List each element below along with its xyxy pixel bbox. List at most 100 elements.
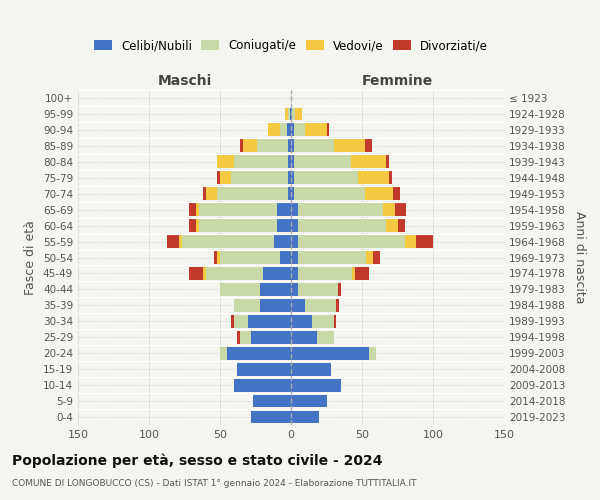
Bar bbox=[288, 108, 290, 120]
Bar bbox=[234, 315, 248, 328]
Bar bbox=[350, 156, 386, 168]
Bar bbox=[395, 204, 406, 216]
Bar bbox=[365, 140, 372, 152]
Bar bbox=[355, 267, 369, 280]
Bar bbox=[240, 140, 243, 152]
Bar bbox=[288, 140, 291, 152]
Text: Femmine: Femmine bbox=[362, 74, 433, 88]
Bar bbox=[298, 251, 366, 264]
Bar bbox=[294, 140, 334, 152]
Bar bbox=[352, 267, 355, 280]
Bar bbox=[317, 331, 334, 344]
Bar bbox=[280, 124, 287, 136]
Bar bbox=[298, 235, 404, 248]
Bar bbox=[298, 267, 352, 280]
Bar bbox=[291, 219, 298, 232]
Bar bbox=[257, 140, 288, 152]
Bar bbox=[288, 188, 291, 200]
Bar bbox=[294, 188, 365, 200]
Bar bbox=[263, 267, 291, 280]
Bar bbox=[291, 299, 305, 312]
Bar bbox=[274, 235, 291, 248]
Bar bbox=[291, 378, 341, 392]
Bar bbox=[291, 140, 294, 152]
Legend: Celibi/Nubili, Coniugati/e, Vedovi/e, Divorziati/e: Celibi/Nubili, Coniugati/e, Vedovi/e, Di… bbox=[90, 36, 492, 56]
Y-axis label: Fasce di età: Fasce di età bbox=[25, 220, 37, 295]
Bar bbox=[291, 267, 298, 280]
Bar bbox=[260, 299, 291, 312]
Bar bbox=[291, 347, 369, 360]
Bar bbox=[291, 172, 294, 184]
Bar bbox=[404, 235, 416, 248]
Bar bbox=[366, 251, 373, 264]
Bar bbox=[290, 108, 291, 120]
Bar bbox=[365, 188, 393, 200]
Text: Popolazione per età, sesso e stato civile - 2024: Popolazione per età, sesso e stato civil… bbox=[12, 454, 383, 468]
Bar bbox=[167, 235, 179, 248]
Bar bbox=[232, 172, 288, 184]
Bar bbox=[288, 172, 291, 184]
Bar bbox=[220, 172, 232, 184]
Bar bbox=[220, 251, 280, 264]
Bar bbox=[189, 204, 196, 216]
Bar bbox=[220, 283, 260, 296]
Bar bbox=[291, 394, 326, 407]
Bar bbox=[291, 124, 294, 136]
Bar bbox=[386, 219, 398, 232]
Bar bbox=[234, 378, 291, 392]
Text: COMUNE DI LONGOBUCCO (CS) - Dati ISTAT 1° gennaio 2024 - Elaborazione TUTTITALIA: COMUNE DI LONGOBUCCO (CS) - Dati ISTAT 1… bbox=[12, 479, 416, 488]
Bar bbox=[291, 410, 319, 424]
Bar bbox=[358, 172, 389, 184]
Bar bbox=[295, 108, 302, 120]
Bar bbox=[199, 204, 277, 216]
Bar bbox=[398, 219, 404, 232]
Bar bbox=[182, 235, 274, 248]
Bar bbox=[217, 156, 234, 168]
Bar bbox=[326, 124, 329, 136]
Bar bbox=[240, 331, 251, 344]
Bar bbox=[373, 251, 380, 264]
Bar bbox=[294, 156, 350, 168]
Bar bbox=[291, 156, 294, 168]
Bar bbox=[214, 251, 217, 264]
Bar bbox=[393, 188, 400, 200]
Bar bbox=[291, 283, 298, 296]
Bar bbox=[383, 204, 395, 216]
Bar bbox=[179, 235, 182, 248]
Bar bbox=[189, 219, 196, 232]
Bar bbox=[251, 410, 291, 424]
Bar bbox=[305, 299, 337, 312]
Bar bbox=[243, 140, 257, 152]
Bar bbox=[227, 347, 291, 360]
Bar bbox=[334, 315, 337, 328]
Bar bbox=[334, 140, 365, 152]
Bar bbox=[220, 347, 227, 360]
Bar bbox=[237, 331, 240, 344]
Bar bbox=[196, 204, 199, 216]
Bar bbox=[217, 251, 220, 264]
Bar bbox=[386, 156, 389, 168]
Bar bbox=[288, 156, 291, 168]
Bar bbox=[291, 188, 294, 200]
Bar bbox=[313, 315, 334, 328]
Bar bbox=[206, 188, 217, 200]
Bar bbox=[291, 251, 298, 264]
Bar bbox=[253, 394, 291, 407]
Bar bbox=[337, 299, 339, 312]
Bar bbox=[217, 188, 288, 200]
Bar bbox=[294, 124, 305, 136]
Bar bbox=[291, 204, 298, 216]
Bar bbox=[416, 235, 433, 248]
Bar bbox=[389, 172, 392, 184]
Bar bbox=[291, 108, 292, 120]
Bar bbox=[232, 315, 234, 328]
Bar bbox=[251, 331, 291, 344]
Bar bbox=[294, 172, 358, 184]
Bar bbox=[234, 156, 288, 168]
Bar bbox=[298, 204, 383, 216]
Bar bbox=[298, 283, 338, 296]
Bar bbox=[206, 267, 263, 280]
Bar bbox=[291, 315, 313, 328]
Bar bbox=[291, 235, 298, 248]
Y-axis label: Anni di nascita: Anni di nascita bbox=[574, 211, 586, 304]
